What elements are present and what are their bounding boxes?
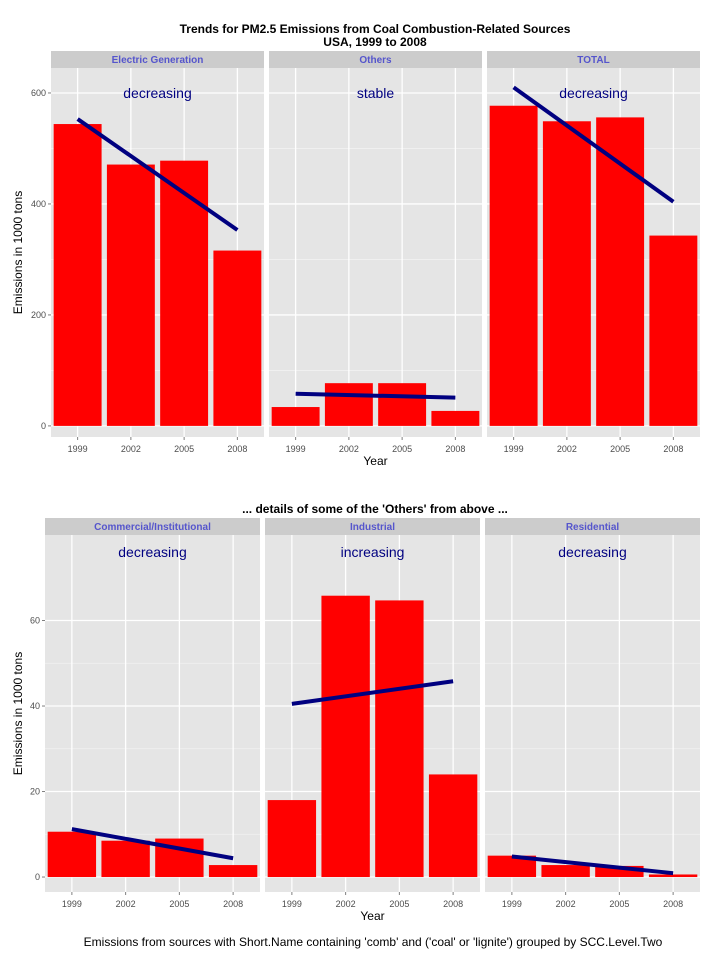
x-tick-label: 2008 — [663, 899, 683, 909]
y-axis-title: Emissions in 1000 tons — [11, 652, 25, 775]
bar-2008 — [648, 874, 698, 878]
panel-strip — [51, 51, 264, 68]
bar-2005 — [596, 117, 645, 426]
y-tick-label: 0 — [35, 872, 40, 882]
panel-strip-label: Others — [359, 55, 392, 66]
x-tick-label: 1999 — [286, 444, 306, 454]
x-tick-label: 1999 — [504, 444, 524, 454]
panel-strip-label: Residential — [566, 522, 620, 533]
panel-1-1: Electric Generation decreasing 1999 2002 200… — [31, 51, 264, 454]
x-tick-label: 2005 — [392, 444, 412, 454]
y-tick-label: 400 — [31, 199, 46, 209]
bar-1999 — [489, 105, 538, 426]
bar-2002 — [324, 383, 373, 426]
chart1-title: Trends for PM2.5 Emissions from Coal Com… — [180, 22, 571, 36]
x-tick-label: 2002 — [121, 444, 141, 454]
x-tick-label: 2002 — [116, 899, 136, 909]
bar-2002 — [106, 164, 155, 426]
trend-line — [76, 117, 239, 232]
y-tick-label: 200 — [31, 310, 46, 320]
chart1-subtitle: USA, 1999 to 2008 — [323, 35, 427, 49]
chart2-title: ... details of some of the 'Others' from… — [242, 502, 508, 516]
x-tick-label: 2005 — [389, 899, 409, 909]
x-tick-label: 2002 — [556, 899, 576, 909]
x-tick-label: 2005 — [169, 899, 189, 909]
panel-background — [485, 535, 700, 892]
bar-2002 — [541, 865, 590, 878]
trend-line — [291, 679, 454, 706]
bar-2008 — [213, 250, 262, 426]
bar-2005 — [375, 600, 424, 878]
bar-2002 — [542, 121, 591, 426]
x-tick-label: 1999 — [68, 444, 88, 454]
bar-1999 — [267, 800, 317, 878]
x-tick-label: 1999 — [282, 899, 302, 909]
trend-label: decreasing — [558, 544, 627, 560]
trend-label: decreasing — [118, 544, 187, 560]
chart2-plot: Commercial/Institutional decreasing 1999 20… — [11, 518, 700, 923]
bar-2008 — [431, 410, 480, 426]
panel-1-3: TOTAL decreasing 1999 2002 2005 2008 — [487, 51, 700, 454]
bar-2008 — [208, 865, 258, 878]
panel-background — [269, 68, 482, 437]
y-tick-label: 0 — [41, 421, 46, 431]
panel-1-2: Others stable 1999 2002 2005 2008 — [269, 51, 482, 454]
x-tick-label: 2008 — [443, 899, 463, 909]
x-tick-label: 2008 — [663, 444, 683, 454]
chart1-plot: Electric Generation decreasing 1999 2002 200… — [11, 51, 700, 468]
trend-label: stable — [357, 85, 395, 101]
trend-line — [512, 85, 675, 204]
x-tick-label: 2002 — [336, 899, 356, 909]
x-tick-label: 2005 — [174, 444, 194, 454]
panel-strip — [487, 51, 700, 68]
x-tick-label: 2002 — [557, 444, 577, 454]
panel-strip — [269, 51, 482, 68]
panel-strip-label: TOTAL — [577, 55, 609, 66]
bar-2005 — [595, 865, 644, 878]
y-tick-label: 60 — [30, 616, 40, 626]
bar-2005 — [160, 160, 209, 426]
y-tick-label: 40 — [30, 701, 40, 711]
x-tick-label: 2008 — [227, 444, 247, 454]
x-tick-label: 1999 — [62, 899, 82, 909]
x-tick-label: 2008 — [445, 444, 465, 454]
y-tick-label: 600 — [31, 88, 46, 98]
panel-2-2: Industrial increasing 1999 2002 2005 2008 — [265, 518, 480, 909]
x-axis-title: Year — [363, 454, 387, 468]
trend-line — [71, 827, 234, 861]
panel-strip-label: Commercial/Institutional — [94, 522, 211, 533]
trend-line — [511, 854, 674, 876]
x-tick-label: 1999 — [502, 899, 522, 909]
panel-2-1: Commercial/Institutional decreasing 1999 20… — [30, 518, 260, 909]
y-axis-title: Emissions in 1000 tons — [11, 191, 25, 314]
trend-line — [295, 391, 456, 400]
x-tick-label: 2005 — [609, 899, 629, 909]
bar-2002 — [321, 595, 370, 878]
bar-1999 — [271, 407, 320, 426]
panel-strip-label: Electric Generation — [112, 55, 204, 66]
trend-label: decreasing — [123, 85, 192, 101]
trend-label: increasing — [341, 544, 405, 560]
x-tick-label: 2008 — [223, 899, 243, 909]
y-tick-label: 20 — [30, 787, 40, 797]
panel-strip — [45, 518, 260, 535]
figure-caption: Emissions from sources with Short.Name c… — [84, 935, 663, 949]
trend-label: decreasing — [559, 85, 628, 101]
panel-strip-label: Industrial — [350, 522, 395, 533]
panel-strip — [485, 518, 700, 535]
bar-2002 — [101, 840, 150, 878]
panel-strip — [265, 518, 480, 535]
bar-1999 — [487, 855, 537, 878]
bar-2008 — [649, 235, 698, 426]
x-tick-label: 2005 — [610, 444, 630, 454]
bar-1999 — [47, 831, 97, 878]
x-axis-title: Year — [360, 909, 384, 923]
panel-2-3: Residential decreasing 1999 2002 2005 2008 — [485, 518, 700, 909]
bar-2005 — [378, 383, 427, 426]
bar-2008 — [428, 774, 478, 878]
x-tick-label: 2002 — [339, 444, 359, 454]
bar-1999 — [53, 124, 102, 426]
